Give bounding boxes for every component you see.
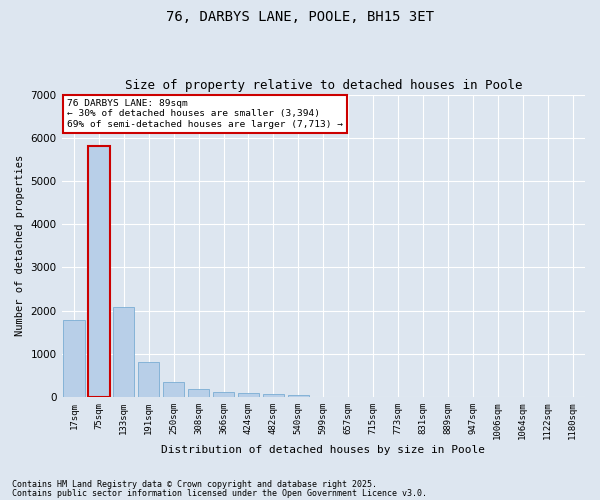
Bar — [113, 307, 134, 397]
Bar — [88, 146, 110, 397]
X-axis label: Distribution of detached houses by size in Poole: Distribution of detached houses by size … — [161, 445, 485, 455]
Text: 76, DARBYS LANE, POOLE, BH15 3ET: 76, DARBYS LANE, POOLE, BH15 3ET — [166, 10, 434, 24]
Bar — [288, 394, 309, 397]
Text: 76 DARBYS LANE: 89sqm
← 30% of detached houses are smaller (3,394)
69% of semi-d: 76 DARBYS LANE: 89sqm ← 30% of detached … — [67, 99, 343, 129]
Bar — [64, 320, 85, 397]
Bar — [238, 393, 259, 397]
Bar — [263, 394, 284, 397]
Text: Contains public sector information licensed under the Open Government Licence v3: Contains public sector information licen… — [12, 488, 427, 498]
Bar — [163, 382, 184, 397]
Title: Size of property relative to detached houses in Poole: Size of property relative to detached ho… — [125, 79, 522, 92]
Bar — [213, 392, 234, 397]
Text: Contains HM Land Registry data © Crown copyright and database right 2025.: Contains HM Land Registry data © Crown c… — [12, 480, 377, 489]
Bar — [138, 362, 160, 397]
Bar — [188, 389, 209, 397]
Y-axis label: Number of detached properties: Number of detached properties — [15, 155, 25, 336]
